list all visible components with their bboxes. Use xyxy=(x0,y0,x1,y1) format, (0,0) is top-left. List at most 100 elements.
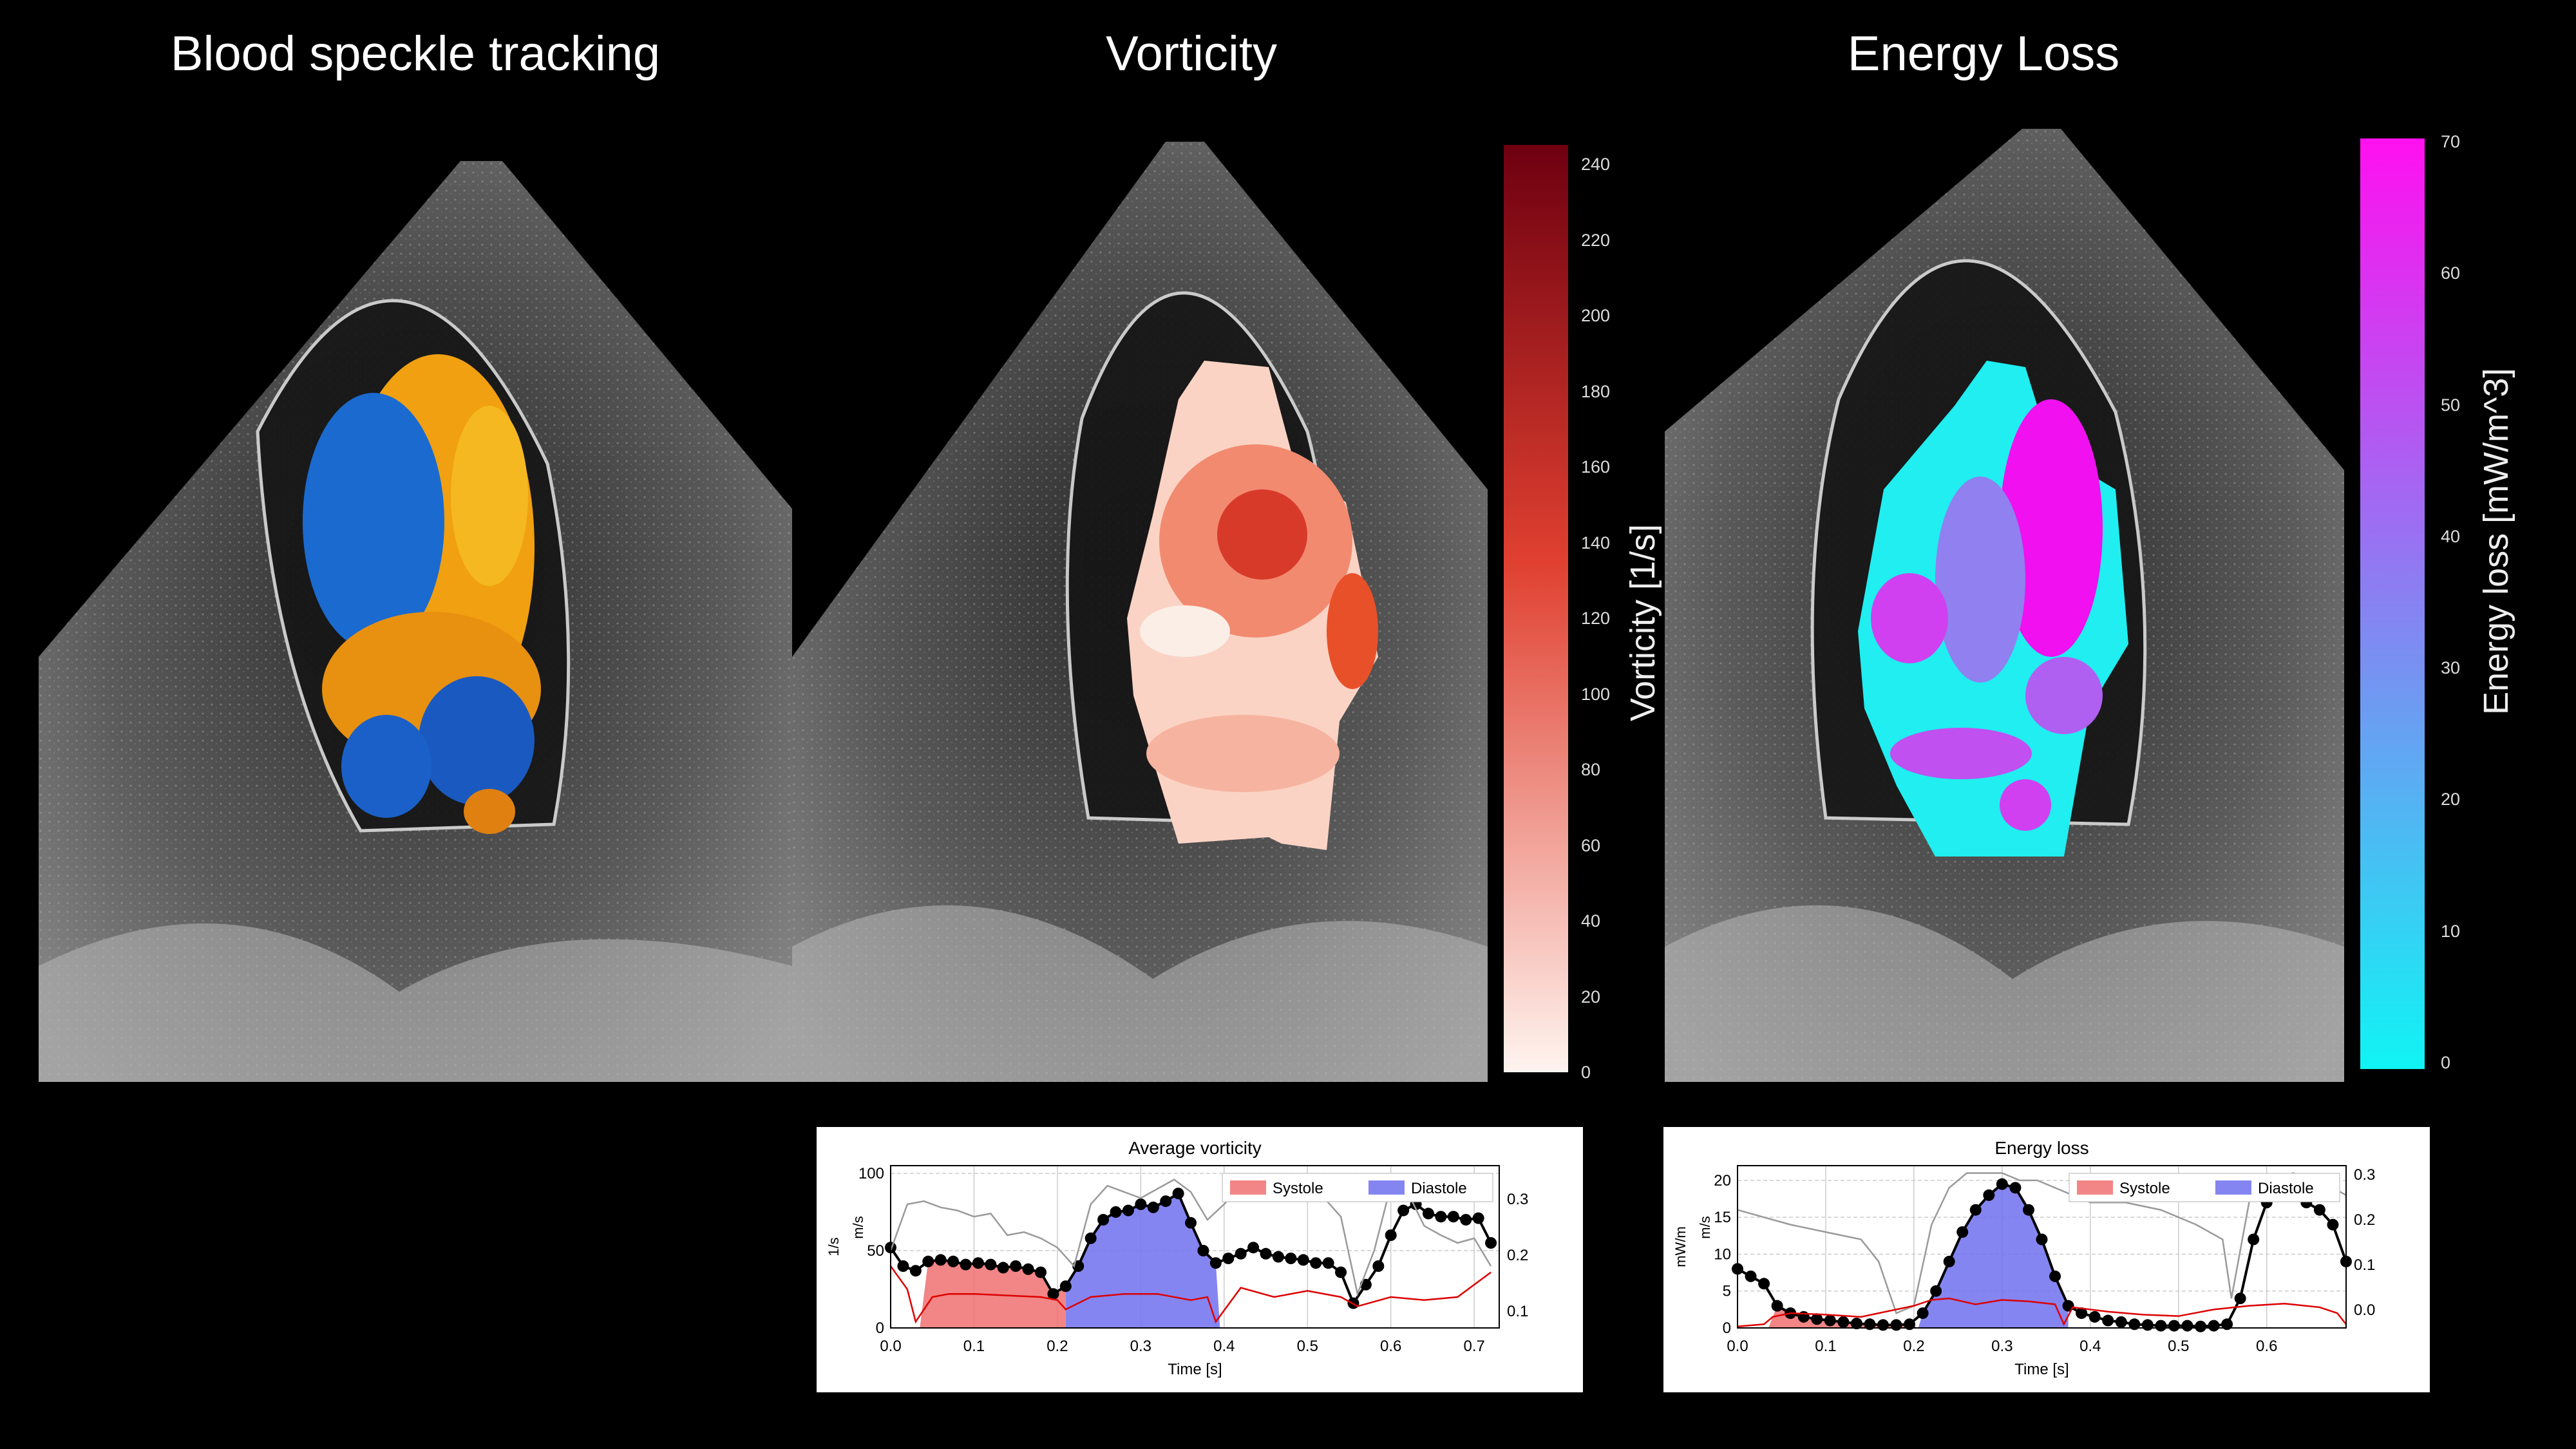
x-tick-label: 0.1 xyxy=(963,1338,985,1355)
data-point xyxy=(1837,1316,1850,1328)
data-point xyxy=(1335,1266,1347,1278)
colorbar-tick: 20 xyxy=(1581,987,1601,1007)
data-point xyxy=(2088,1311,2101,1323)
x-axis-label: Time [s] xyxy=(2014,1361,2069,1378)
data-point xyxy=(1969,1204,1982,1216)
data-point xyxy=(1397,1204,1410,1217)
data-point xyxy=(1472,1212,1484,1224)
chart-title: Average vorticity xyxy=(1128,1138,1261,1158)
colorbar-tick: 180 xyxy=(1581,381,1611,401)
y-tick-label: 10 xyxy=(1714,1245,1731,1263)
x-tick-label: 0.6 xyxy=(1380,1338,1401,1355)
data-point xyxy=(1811,1313,1823,1325)
y-tick-label: 0 xyxy=(876,1320,884,1337)
y-axis-label: mW/m xyxy=(1672,1226,1689,1267)
vorticity-colorbar-ticks: 240 220 200 180 160 140 120 100 80 60 40 20 0 xyxy=(1581,155,1620,1082)
y-right-tick-label: 0.1 xyxy=(2354,1256,2375,1274)
data-point xyxy=(1310,1257,1322,1269)
data-point xyxy=(1122,1204,1134,1217)
data-point xyxy=(1904,1318,1916,1331)
data-point xyxy=(2009,1182,2022,1194)
colorbar-tick: 240 xyxy=(1581,155,1611,174)
colorbar-tick: 120 xyxy=(1581,609,1611,628)
energy-loss-chart-box: Energy loss 0.0 0.1 0.2 0.3 0.4 0.5 0.6 0 5 10 15 20… xyxy=(1663,1127,2430,1392)
data-point xyxy=(1147,1201,1159,1213)
data-point xyxy=(1010,1260,1022,1272)
colorbar-tick: 10 xyxy=(2441,921,2461,941)
colorbar-tick: 40 xyxy=(2441,526,2461,546)
data-point xyxy=(2102,1314,2114,1327)
data-point xyxy=(1372,1260,1385,1272)
data-point xyxy=(1272,1251,1284,1263)
colorbar-tick: 200 xyxy=(1581,306,1611,325)
data-point xyxy=(960,1258,972,1271)
data-point xyxy=(2049,1270,2061,1282)
y-tick-label: 50 xyxy=(867,1242,884,1260)
colorbar-tick: 0 xyxy=(2441,1053,2451,1072)
average-vorticity-chart: Average vorticity 0.0 0.1 0.2 0.3 0.4 0.5 0.6 0.… xyxy=(826,1138,1528,1378)
data-point xyxy=(997,1262,1009,1274)
data-point xyxy=(947,1255,960,1267)
data-point xyxy=(1485,1237,1497,1249)
colorbar-tick: 60 xyxy=(1581,835,1601,855)
legend-swatch xyxy=(2077,1180,2113,1195)
data-point xyxy=(2128,1318,2141,1331)
vorticity-color-map xyxy=(1127,361,1378,850)
x-tick-label: 0.4 xyxy=(1213,1338,1235,1355)
blood-speckle-tracking-image xyxy=(39,161,792,1082)
x-tick-label: 0.3 xyxy=(1130,1338,1151,1355)
data-point xyxy=(1771,1300,1783,1312)
data-point xyxy=(2195,1320,2207,1332)
data-point xyxy=(934,1254,947,1266)
data-point xyxy=(2221,1318,2233,1331)
colorbar-tick: 80 xyxy=(1581,760,1601,779)
data-point xyxy=(1385,1229,1397,1241)
data-point xyxy=(1447,1211,1459,1223)
y-right-tick-label: 0.2 xyxy=(2354,1211,2375,1229)
vorticity-colorbar-label: Vorticity [1/s] xyxy=(1624,524,1662,721)
data-point xyxy=(1917,1307,1929,1320)
data-point xyxy=(1996,1178,2008,1190)
data-point xyxy=(1185,1217,1197,1229)
energy-colorbar-label: Energy loss [mW/m^3] xyxy=(2477,368,2515,715)
data-point xyxy=(1890,1319,1902,1331)
flow-color-map xyxy=(303,354,541,834)
data-point xyxy=(1059,1280,1072,1293)
data-point xyxy=(1758,1278,1770,1290)
y-axis-label-secondary: m/s xyxy=(850,1216,866,1238)
x-tick-label: 0.3 xyxy=(1991,1338,2012,1355)
colorbar-tick: 140 xyxy=(1581,533,1611,553)
colorbar-tick: 100 xyxy=(1581,684,1611,704)
data-point xyxy=(1824,1314,1836,1327)
data-point xyxy=(972,1257,984,1269)
colorbar-tick: 70 xyxy=(2441,132,2461,151)
vorticity-colorbar xyxy=(1504,145,1568,1072)
x-tick-label: 0.5 xyxy=(1297,1338,1318,1355)
data-point xyxy=(897,1260,909,1272)
legend-label: Systole xyxy=(1273,1180,1323,1197)
series-line xyxy=(1737,1172,2347,1314)
data-point xyxy=(2115,1316,2127,1328)
title-energy-loss: Energy Loss xyxy=(1847,26,2120,81)
data-point xyxy=(1022,1263,1034,1275)
legend-swatch xyxy=(1368,1180,1405,1195)
title-vorticity: Vorticity xyxy=(1105,26,1278,81)
data-point xyxy=(1877,1319,1889,1331)
data-point xyxy=(2076,1307,2088,1320)
data-point xyxy=(1956,1226,1969,1238)
diastole-area xyxy=(1918,1184,2069,1328)
y-tick-label: 15 xyxy=(1714,1209,1731,1226)
y-right-tick-label: 0.3 xyxy=(2354,1166,2375,1184)
legend-label: Diastole xyxy=(1411,1180,1467,1197)
colorbar-tick: 30 xyxy=(2441,658,2461,678)
data-point xyxy=(1209,1257,1222,1269)
energy-colorbar xyxy=(2360,138,2425,1069)
energy-loss-color-map xyxy=(1858,361,2128,857)
data-point xyxy=(2168,1320,2180,1332)
colorbar-tick: 50 xyxy=(2441,395,2461,415)
vorticity-image xyxy=(792,142,1488,1082)
plot-frame xyxy=(1737,1165,2347,1329)
data-point xyxy=(1172,1188,1184,1200)
colorbar-tick: 160 xyxy=(1581,457,1611,477)
data-point xyxy=(2313,1204,2325,1216)
